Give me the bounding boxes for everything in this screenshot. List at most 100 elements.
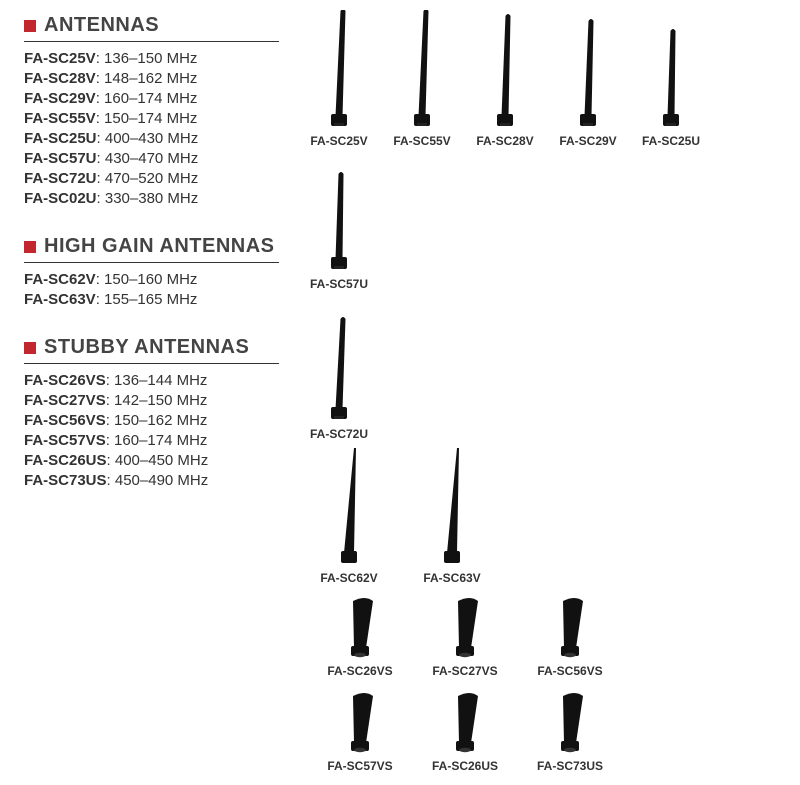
antenna-item: FA-SC57U: [300, 153, 378, 291]
antenna-label: FA-SC26VS: [327, 664, 392, 678]
model-name: FA-SC26VS: [24, 372, 106, 389]
spec-line: FA-SC72U: 470–520 MHz: [24, 170, 279, 187]
antenna-label: FA-SC25U: [642, 134, 700, 148]
freq-range: : 150–160 MHz: [96, 271, 198, 288]
antenna-label: FA-SC25V: [310, 134, 367, 148]
bullet-icon: [24, 342, 36, 354]
antenna-label: FA-SC29V: [559, 134, 616, 148]
antenna-row: FA-SC25V FA-SC55V FA-SC28V FA-SC29V FA-SC25U…: [300, 10, 790, 291]
antenna-row: FA-SC57VS FA-SC26US FA-SC73US: [310, 690, 790, 773]
antenna-item: FA-SC57VS: [310, 690, 410, 773]
spec-line: FA-SC29V: 160–174 MHz: [24, 90, 279, 107]
freq-range: : 142–150 MHz: [106, 392, 208, 409]
freq-range: : 400–450 MHz: [107, 452, 209, 469]
antenna-item: FA-SC26VS: [310, 595, 410, 678]
section-title: STUBBY ANTENNAS: [24, 336, 279, 364]
model-name: FA-SC72U: [24, 170, 97, 187]
antenna-item: FA-SC62V: [300, 447, 398, 585]
antenna-label: FA-SC57U: [310, 277, 368, 291]
antenna-label: FA-SC57VS: [327, 759, 392, 773]
model-name: FA-SC26US: [24, 452, 107, 469]
section-title-text: ANTENNAS: [44, 14, 159, 37]
model-name: FA-SC27VS: [24, 392, 106, 409]
freq-range: : 450–490 MHz: [107, 472, 209, 489]
bullet-icon: [24, 20, 36, 32]
antenna-item: FA-SC26US: [415, 690, 515, 773]
spec-line: FA-SC25V: 136–150 MHz: [24, 50, 279, 67]
bullet-icon: [24, 241, 36, 253]
spec-section: HIGH GAIN ANTENNASFA-SC62V: 150–160 MHzF…: [24, 235, 279, 308]
freq-range: : 160–174 MHz: [96, 90, 198, 107]
antenna-icon: [558, 10, 618, 130]
antenna-item: FA-SC63V: [403, 447, 501, 585]
antenna-label: FA-SC28V: [476, 134, 533, 148]
freq-range: : 148–162 MHz: [96, 70, 198, 87]
antenna-icon: [309, 10, 369, 130]
antenna-item: FA-SC27VS: [415, 595, 515, 678]
antenna-label: FA-SC26US: [432, 759, 498, 773]
model-name: FA-SC56VS: [24, 412, 106, 429]
antenna-label: FA-SC62V: [320, 571, 377, 585]
antenna-item: FA-SC55V: [383, 10, 461, 148]
spec-line: FA-SC57VS: 160–174 MHz: [24, 432, 279, 449]
antenna-label: FA-SC56VS: [537, 664, 602, 678]
antenna-icon: [435, 690, 495, 755]
freq-range: : 155–165 MHz: [96, 291, 198, 308]
antenna-icon: [422, 447, 482, 567]
antenna-row: FA-SC72U: [300, 303, 790, 441]
antenna-item: FA-SC29V: [549, 10, 627, 148]
antenna-item: FA-SC28V: [466, 10, 544, 148]
model-name: FA-SC55V: [24, 110, 96, 127]
model-name: FA-SC57U: [24, 150, 97, 167]
antenna-icon: [309, 153, 369, 273]
antenna-row: FA-SC62V FA-SC63V: [300, 447, 790, 585]
antenna-icon: [330, 595, 390, 660]
spec-line: FA-SC63V: 155–165 MHz: [24, 291, 279, 308]
model-name: FA-SC02U: [24, 190, 97, 207]
model-name: FA-SC73US: [24, 472, 107, 489]
freq-range: : 150–174 MHz: [96, 110, 198, 127]
antenna-label: FA-SC55V: [393, 134, 450, 148]
model-name: FA-SC28V: [24, 70, 96, 87]
section-title-text: STUBBY ANTENNAS: [44, 336, 249, 359]
spec-line: FA-SC02U: 330–380 MHz: [24, 190, 279, 207]
antenna-icon: [540, 690, 600, 755]
freq-range: : 150–162 MHz: [106, 412, 208, 429]
section-title: HIGH GAIN ANTENNAS: [24, 235, 279, 263]
antenna-item: FA-SC73US: [520, 690, 620, 773]
antenna-row: FA-SC26VS FA-SC27VS FA-SC56VS: [310, 595, 790, 678]
freq-range: : 160–174 MHz: [106, 432, 208, 449]
antenna-item: FA-SC25V: [300, 10, 378, 148]
antenna-icon: [330, 690, 390, 755]
antenna-item: FA-SC25U: [632, 10, 710, 148]
spec-line: FA-SC26US: 400–450 MHz: [24, 452, 279, 469]
spec-line: FA-SC56VS: 150–162 MHz: [24, 412, 279, 429]
antenna-item: FA-SC56VS: [520, 595, 620, 678]
spec-line: FA-SC25U: 400–430 MHz: [24, 130, 279, 147]
freq-range: : 470–520 MHz: [97, 170, 199, 187]
section-title: ANTENNAS: [24, 14, 279, 42]
spec-line: FA-SC26VS: 136–144 MHz: [24, 372, 279, 389]
antenna-icon: [641, 10, 701, 130]
antenna-label: FA-SC72U: [310, 427, 368, 441]
model-name: FA-SC25V: [24, 50, 96, 67]
antenna-item: FA-SC72U: [300, 303, 378, 441]
spec-line: FA-SC28V: 148–162 MHz: [24, 70, 279, 87]
model-name: FA-SC63V: [24, 291, 96, 308]
freq-range: : 136–144 MHz: [106, 372, 208, 389]
spec-line: FA-SC27VS: 142–150 MHz: [24, 392, 279, 409]
section-title-text: HIGH GAIN ANTENNAS: [44, 235, 274, 258]
antenna-icon: [435, 595, 495, 660]
antenna-icon: [475, 10, 535, 130]
freq-range: : 136–150 MHz: [96, 50, 198, 67]
freq-range: : 430–470 MHz: [97, 150, 199, 167]
spec-section: ANTENNASFA-SC25V: 136–150 MHzFA-SC28V: 1…: [24, 14, 279, 207]
spec-line: FA-SC62V: 150–160 MHz: [24, 271, 279, 288]
antenna-icon: [309, 303, 369, 423]
spec-line: FA-SC55V: 150–174 MHz: [24, 110, 279, 127]
antenna-icon: [392, 10, 452, 130]
spec-section: STUBBY ANTENNASFA-SC26VS: 136–144 MHzFA-…: [24, 336, 279, 489]
model-name: FA-SC25U: [24, 130, 97, 147]
freq-range: : 330–380 MHz: [97, 190, 199, 207]
model-name: FA-SC62V: [24, 271, 96, 288]
